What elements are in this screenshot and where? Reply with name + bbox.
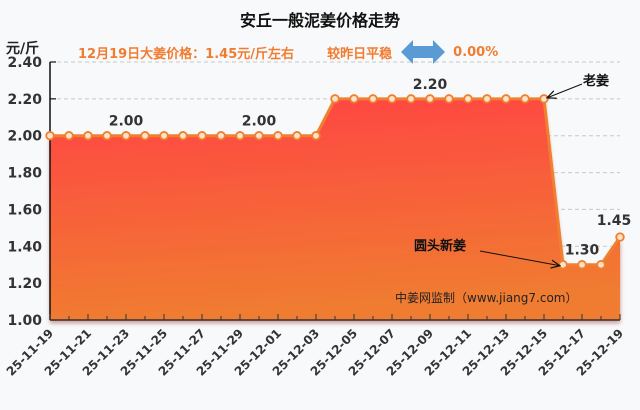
data-label: 2.00 <box>109 114 144 130</box>
data-label: 2.00 <box>242 114 277 130</box>
annotation-old-ginger: 老姜 <box>582 73 609 89</box>
data-point <box>64 131 74 141</box>
data-point <box>444 94 454 104</box>
y-tick-label: 2.00 <box>7 129 42 145</box>
data-point <box>45 131 55 141</box>
data-point <box>387 94 397 104</box>
data-point <box>235 131 245 141</box>
data-point <box>482 94 492 104</box>
data-point <box>83 131 93 141</box>
data-point <box>520 94 530 104</box>
data-point <box>330 94 340 104</box>
y-tick-label: 1.60 <box>7 202 42 218</box>
data-point <box>368 94 378 104</box>
y-tick-label: 1.40 <box>7 239 42 255</box>
y-tick-label: 1.80 <box>7 166 42 182</box>
data-point <box>292 131 302 141</box>
data-label: 1.30 <box>565 243 600 259</box>
price-text: 12月19日大姜价格：1.45元/斤左右 <box>78 46 295 62</box>
left-right-arrow-icon <box>400 40 445 64</box>
data-point <box>102 131 112 141</box>
data-point <box>349 94 359 104</box>
data-point <box>273 131 283 141</box>
data-point <box>425 94 435 104</box>
chart-title: 安丘一般泥姜价格走势 <box>239 11 400 30</box>
data-point <box>539 94 549 104</box>
data-point <box>615 232 625 242</box>
data-point <box>558 260 568 270</box>
chart-subtitle: 12月19日大姜价格：1.45元/斤左右 较昨日平稳 0.00% <box>78 40 498 64</box>
data-point <box>501 94 511 104</box>
data-point <box>197 131 207 141</box>
change-pct: 0.00% <box>453 44 499 60</box>
y-tick-label: 2.20 <box>7 92 42 108</box>
data-point <box>216 131 226 141</box>
data-label: 2.20 <box>413 77 448 93</box>
data-point <box>254 131 264 141</box>
y-tick-label: 2.40 <box>7 55 42 71</box>
y-tick-label: 1.20 <box>7 276 42 292</box>
data-point <box>140 131 150 141</box>
change-text: 较昨日平稳 <box>327 46 393 62</box>
data-point <box>178 131 188 141</box>
data-point <box>159 131 169 141</box>
data-point <box>596 260 606 270</box>
data-point <box>311 131 321 141</box>
price-area <box>50 98 620 320</box>
data-label: 1.45 <box>597 213 632 229</box>
data-point <box>121 131 131 141</box>
data-point <box>406 94 416 104</box>
data-point <box>577 260 587 270</box>
data-point <box>463 94 473 104</box>
y-tick-label: 1.00 <box>7 313 42 329</box>
y-axis-unit-label: 元/斤 <box>6 41 40 57</box>
watermark: 中姜网监制（www.jiang7.com） <box>395 290 577 305</box>
annotation-new-ginger: 圆头新姜 <box>414 238 466 254</box>
